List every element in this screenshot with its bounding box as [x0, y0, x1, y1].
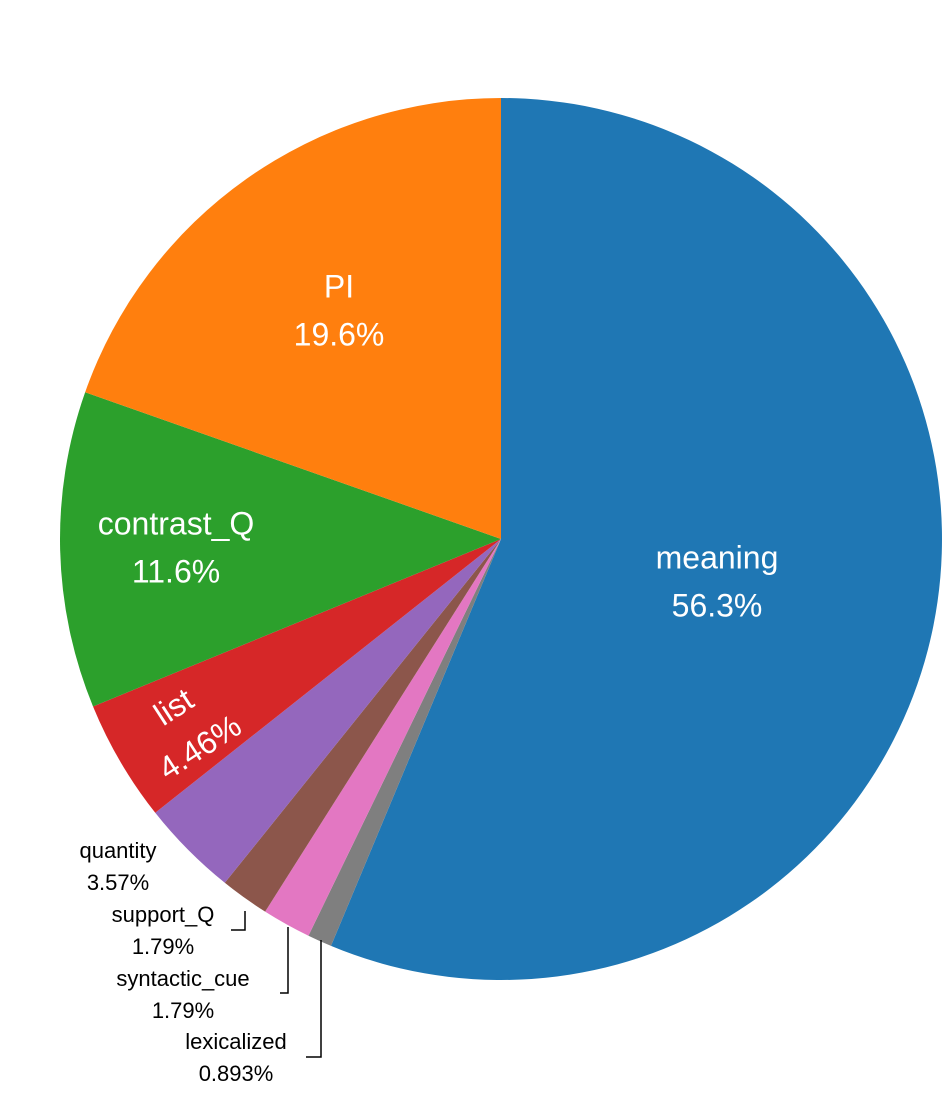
slice-name: PI: [324, 268, 354, 304]
slice-label: support_Q 1.79%: [112, 902, 215, 959]
pie-slice: [155, 539, 502, 883]
slice-value: 1.79%: [152, 998, 214, 1023]
slice-name: contrast_Q: [98, 505, 255, 541]
slice-value: 56.3%: [672, 587, 763, 623]
pie-slice: [265, 539, 501, 936]
pie-slice: [93, 539, 502, 813]
slice-value: 19.6%: [294, 316, 385, 352]
slice-value: 0.893%: [199, 1061, 274, 1086]
slice-value: 11.6%: [132, 553, 220, 589]
slice-name: syntactic_cue: [116, 966, 249, 991]
pie-slice: [308, 539, 501, 946]
slice-value: 1.79%: [132, 934, 194, 959]
pie-slice: [85, 98, 501, 539]
slice-label: contrast_Q 11.6%: [98, 505, 255, 589]
pie-slice: [60, 392, 502, 707]
slice-value: 3.57%: [87, 870, 149, 895]
slice-label: PI 19.6%: [294, 268, 385, 352]
slice-name: meaning: [656, 539, 779, 575]
slice-label: syntactic_cue 1.79%: [116, 966, 249, 1023]
slice-name: support_Q: [112, 902, 215, 927]
leader-line: [231, 911, 246, 931]
slice-label: meaning 56.3%: [656, 539, 779, 623]
slice-label: lexicalized 0.893%: [185, 1029, 287, 1086]
leader-line: [306, 940, 322, 1058]
slice-name: lexicalized: [185, 1029, 287, 1054]
slice-label: quantity 3.57%: [79, 838, 156, 895]
pie-slice: [224, 539, 501, 912]
slice-name: quantity: [79, 838, 156, 863]
pie-slice: [331, 98, 942, 980]
leader-line: [280, 927, 289, 994]
